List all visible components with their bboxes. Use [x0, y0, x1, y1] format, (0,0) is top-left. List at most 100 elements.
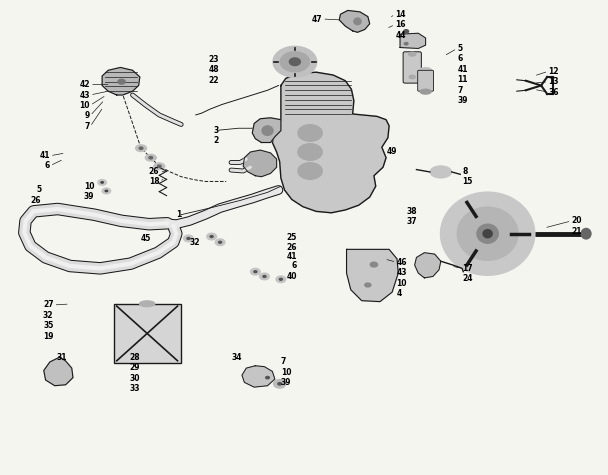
Text: 39: 39	[281, 379, 291, 387]
Text: 32: 32	[43, 311, 54, 320]
Ellipse shape	[260, 273, 269, 280]
Text: 7: 7	[281, 358, 286, 366]
Text: 44: 44	[395, 31, 406, 39]
Text: 4: 4	[396, 289, 402, 298]
Ellipse shape	[298, 125, 322, 142]
Ellipse shape	[250, 268, 260, 275]
Polygon shape	[272, 72, 389, 213]
Text: 38: 38	[406, 207, 416, 216]
Text: 41: 41	[457, 65, 468, 74]
Ellipse shape	[365, 283, 371, 287]
Ellipse shape	[289, 58, 300, 66]
Text: 47: 47	[312, 15, 322, 23]
Text: 43: 43	[80, 91, 90, 99]
Ellipse shape	[262, 126, 273, 135]
Text: 22: 22	[209, 76, 219, 85]
Ellipse shape	[154, 163, 165, 170]
Text: 35: 35	[43, 322, 54, 330]
Text: 6: 6	[457, 55, 463, 63]
Text: 5: 5	[457, 44, 462, 53]
Ellipse shape	[419, 68, 432, 75]
Text: 39: 39	[457, 96, 468, 105]
Ellipse shape	[136, 145, 147, 152]
FancyBboxPatch shape	[114, 304, 181, 363]
Text: 49: 49	[387, 147, 397, 155]
Ellipse shape	[207, 233, 216, 240]
Ellipse shape	[457, 207, 518, 260]
Text: 11: 11	[457, 76, 468, 84]
Text: 24: 24	[462, 275, 472, 283]
Text: 10: 10	[396, 279, 407, 287]
Polygon shape	[242, 366, 275, 387]
Ellipse shape	[263, 276, 266, 277]
Text: 12: 12	[548, 67, 559, 76]
Text: 6: 6	[44, 162, 50, 170]
Ellipse shape	[581, 228, 591, 239]
Text: 45: 45	[140, 234, 151, 243]
Text: 7: 7	[85, 123, 90, 131]
Ellipse shape	[261, 373, 274, 382]
Ellipse shape	[280, 52, 309, 72]
Ellipse shape	[440, 192, 535, 275]
Ellipse shape	[266, 376, 269, 379]
Text: 41: 41	[286, 252, 297, 261]
Polygon shape	[252, 118, 281, 142]
Ellipse shape	[139, 301, 154, 307]
Ellipse shape	[210, 236, 213, 238]
Text: 31: 31	[57, 353, 67, 361]
Ellipse shape	[187, 238, 190, 239]
Ellipse shape	[273, 47, 317, 77]
Text: 18: 18	[149, 177, 159, 186]
Polygon shape	[102, 67, 140, 95]
Text: 26: 26	[31, 197, 41, 205]
Ellipse shape	[420, 89, 431, 94]
Ellipse shape	[219, 241, 221, 243]
Ellipse shape	[101, 182, 103, 183]
Ellipse shape	[404, 29, 409, 33]
Text: 26: 26	[149, 167, 159, 175]
Text: 43: 43	[396, 268, 407, 277]
Ellipse shape	[430, 166, 451, 178]
Ellipse shape	[298, 143, 322, 161]
Text: 14: 14	[395, 10, 406, 19]
Text: 37: 37	[406, 218, 416, 226]
Ellipse shape	[145, 154, 156, 161]
Text: 34: 34	[231, 353, 241, 361]
Ellipse shape	[278, 383, 282, 385]
Polygon shape	[339, 10, 370, 32]
Text: 1: 1	[176, 210, 181, 219]
Text: 16: 16	[395, 20, 406, 29]
Text: 27: 27	[43, 301, 54, 309]
Text: 10: 10	[80, 101, 90, 110]
Text: 3: 3	[213, 126, 219, 134]
Text: 8: 8	[462, 167, 468, 175]
Text: 15: 15	[462, 177, 472, 186]
Polygon shape	[243, 150, 277, 177]
Ellipse shape	[274, 380, 286, 388]
Text: 6: 6	[291, 262, 297, 270]
Ellipse shape	[149, 157, 153, 159]
Text: 33: 33	[130, 384, 140, 393]
Ellipse shape	[298, 162, 322, 180]
Ellipse shape	[477, 224, 499, 243]
Ellipse shape	[157, 165, 161, 168]
Ellipse shape	[409, 52, 416, 56]
Text: 41: 41	[40, 152, 50, 160]
Text: 36: 36	[548, 88, 559, 96]
Text: 40: 40	[286, 272, 297, 281]
Text: 39: 39	[84, 192, 94, 201]
Text: 20: 20	[572, 217, 582, 225]
Text: 21: 21	[572, 227, 582, 236]
Text: 13: 13	[548, 77, 559, 86]
Ellipse shape	[354, 18, 361, 25]
Polygon shape	[44, 357, 73, 386]
Text: 5: 5	[36, 186, 41, 194]
Ellipse shape	[139, 147, 143, 150]
Text: 30: 30	[130, 374, 140, 382]
Text: 29: 29	[130, 363, 140, 372]
Ellipse shape	[118, 79, 125, 84]
Text: 46: 46	[396, 258, 407, 266]
Text: 19: 19	[43, 332, 54, 341]
Polygon shape	[347, 249, 398, 302]
Ellipse shape	[98, 180, 106, 185]
